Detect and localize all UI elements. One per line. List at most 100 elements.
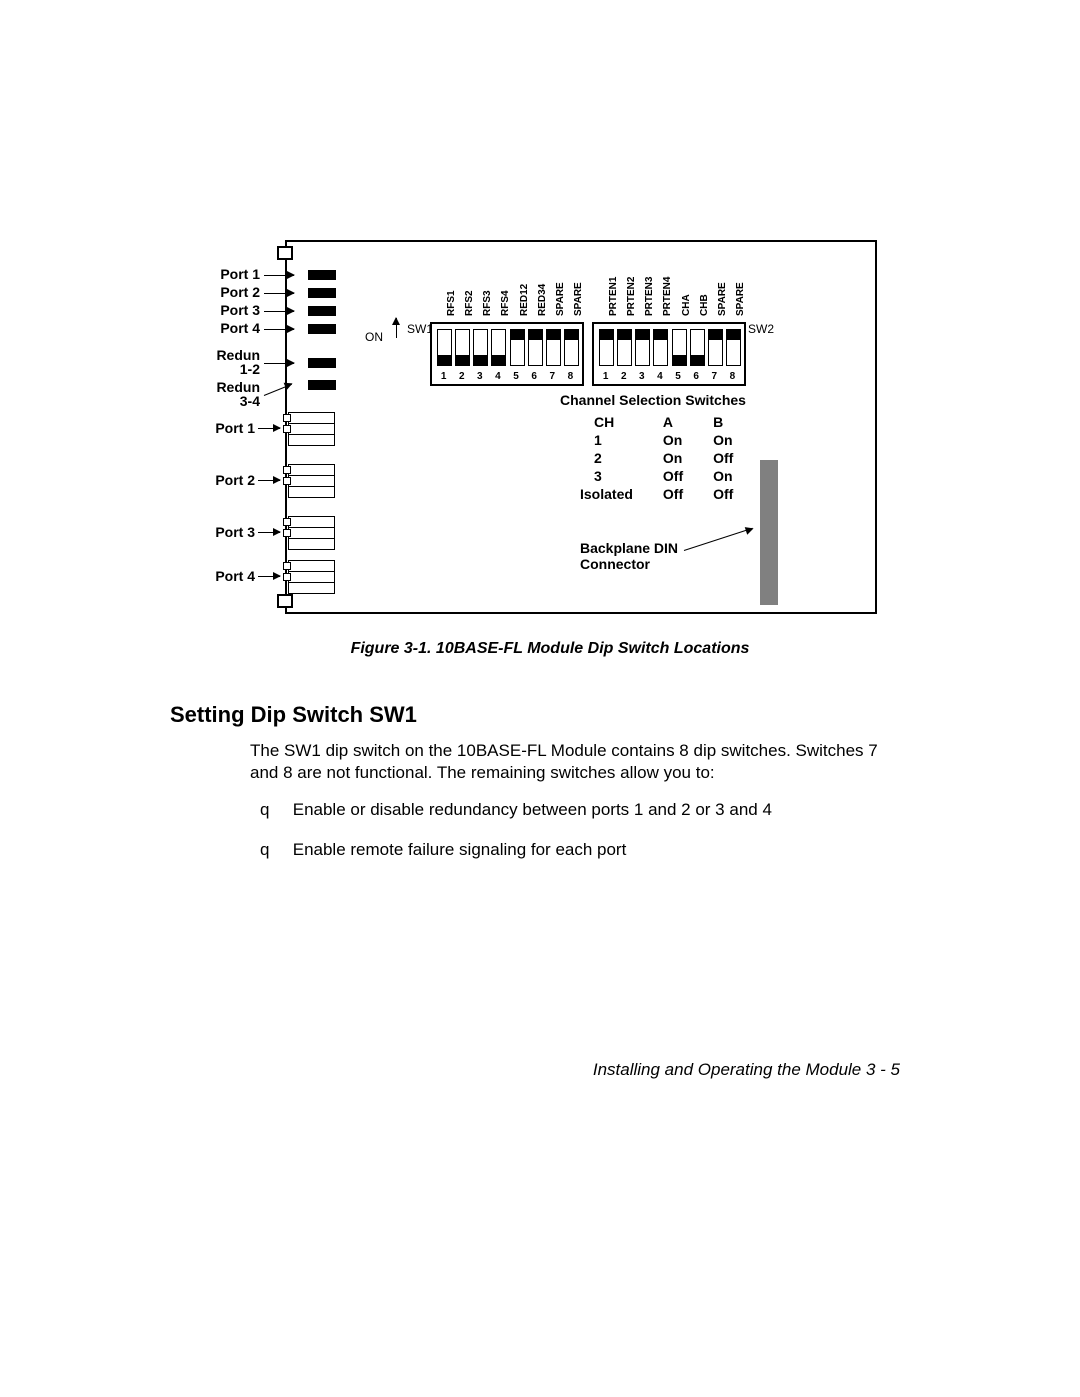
dip-slot	[599, 329, 614, 366]
dip-slot	[564, 329, 579, 366]
figure-caption: Figure 3-1. 10BASE-FL Module Dip Switch …	[200, 640, 900, 658]
ch-cell: On	[649, 450, 697, 466]
bullet-marker: q	[260, 840, 288, 860]
dip-number: 7	[545, 371, 560, 382]
connector-port2	[288, 464, 335, 498]
channel-header: Channel Selection Switches	[560, 392, 746, 408]
dip-slot	[437, 329, 452, 366]
arrow-icon	[258, 480, 280, 481]
led-redun12	[308, 358, 336, 368]
connector-port1	[288, 412, 335, 446]
dip-slider	[456, 355, 469, 365]
dip-number: 2	[616, 371, 631, 382]
arrow-icon	[258, 532, 280, 533]
ch-cell: 3	[580, 468, 647, 484]
arrow-icon	[264, 363, 294, 364]
dip-number: 3	[472, 371, 487, 382]
dip-number: 4	[652, 371, 667, 382]
dip-number: 4	[490, 371, 505, 382]
bullet-item: q Enable remote failure signaling for ea…	[260, 840, 900, 860]
label-port3: Port 3	[190, 302, 260, 318]
dip-slider	[618, 330, 631, 340]
dip-top-label: PRTEN1	[608, 277, 619, 316]
dip-top-label: PRTEN2	[626, 277, 637, 316]
dip-slot	[473, 329, 488, 366]
dip-top-label: PRTEN4	[662, 277, 673, 316]
dip-top-label: PRTEN3	[644, 277, 655, 316]
arrow-icon	[264, 329, 294, 330]
dip-bank-sw1: 12345678	[430, 322, 584, 386]
ch-cell: On	[699, 468, 747, 484]
ch-cell: 1	[580, 432, 647, 448]
dip-slider	[565, 330, 578, 340]
arrow-up-icon	[396, 318, 397, 338]
dip-slot	[690, 329, 705, 366]
dip-slot	[617, 329, 632, 366]
dip-slider	[474, 355, 487, 365]
board-tab	[277, 594, 293, 608]
dip-number: 1	[598, 371, 613, 382]
dip-top-label: RFS1	[446, 290, 457, 316]
label-conn-port2: Port 2	[185, 472, 255, 488]
dip-top-label: RED12	[519, 284, 530, 316]
label-redun34: Redun3-4	[190, 380, 260, 408]
led-port3	[308, 306, 336, 316]
dip-number: 5	[671, 371, 686, 382]
page: Port 1 Port 2 Port 3 Port 4 Redun1-2 Red…	[0, 0, 1080, 1397]
dip-slider	[547, 330, 560, 340]
dip-number: 5	[509, 371, 524, 382]
bullet-marker: q	[260, 800, 288, 820]
dip-top-label: SPARE	[735, 282, 746, 316]
dip-slot	[653, 329, 668, 366]
on-label: ON	[365, 330, 383, 344]
led-port1	[308, 270, 336, 280]
label-text: Redun3-4	[216, 379, 260, 409]
dip-slider	[709, 330, 722, 340]
ch-cell: Isolated	[580, 486, 647, 502]
led-port4	[308, 324, 336, 334]
dip-number: 6	[527, 371, 542, 382]
arrow-icon	[264, 311, 294, 312]
dip-number: 2	[454, 371, 469, 382]
dip-slider	[529, 330, 542, 340]
arrow-icon	[258, 428, 280, 429]
dip-number: 1	[436, 371, 451, 382]
arrow-icon	[258, 576, 280, 577]
bullet-text: Enable remote failure signaling for each…	[293, 840, 627, 859]
dip-slider	[438, 355, 451, 365]
dip-slot	[528, 329, 543, 366]
dip-slot	[708, 329, 723, 366]
dip-slider	[511, 330, 524, 340]
connector-port4	[288, 560, 335, 594]
dip-top-label: SPARE	[717, 282, 728, 316]
dip-top-label: RFS2	[464, 290, 475, 316]
dip-slot	[455, 329, 470, 366]
dip-slot	[491, 329, 506, 366]
label-conn-port4: Port 4	[185, 568, 255, 584]
connector-port3	[288, 516, 335, 550]
arrow-icon	[264, 293, 294, 294]
diagram: Port 1 Port 2 Port 3 Port 4 Redun1-2 Red…	[200, 240, 900, 620]
dip-slot	[726, 329, 741, 366]
ch-cell: On	[699, 432, 747, 448]
ch-col: CH	[580, 414, 647, 430]
dip-top-label: SPARE	[555, 282, 566, 316]
label-port1: Port 1	[190, 266, 260, 282]
dip-slider	[492, 355, 505, 365]
dip-slot	[635, 329, 650, 366]
dip-slider	[673, 355, 686, 365]
ch-cell: Off	[699, 450, 747, 466]
dip-slot	[672, 329, 687, 366]
ch-cell: 2	[580, 450, 647, 466]
body-paragraph: The SW1 dip switch on the 10BASE-FL Modu…	[250, 740, 890, 784]
section-heading: Setting Dip Switch SW1	[170, 702, 417, 728]
dip-top-label: RED34	[537, 284, 548, 316]
ch-cell: Off	[649, 468, 697, 484]
led-port2	[308, 288, 336, 298]
label-text: Redun1-2	[216, 347, 260, 377]
dip-top-label: CHA	[681, 294, 692, 316]
dip-slider	[727, 330, 740, 340]
ch-cell: Off	[699, 486, 747, 502]
label-text: Backplane DIN	[580, 540, 678, 556]
label-port4: Port 4	[190, 320, 260, 336]
